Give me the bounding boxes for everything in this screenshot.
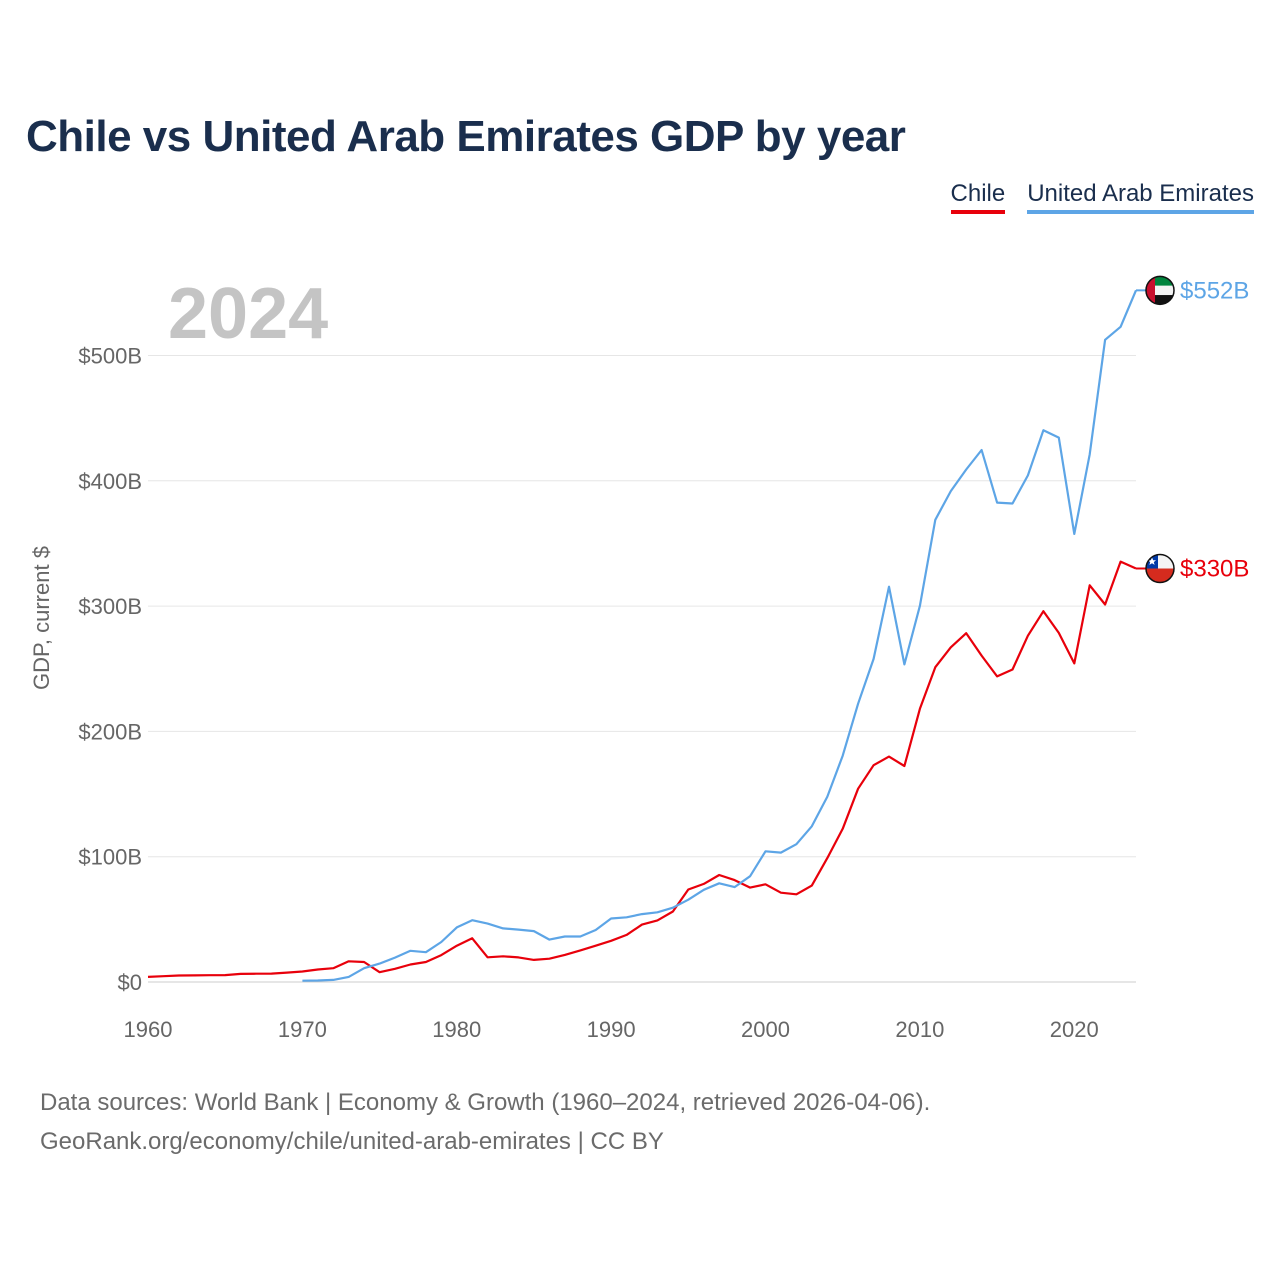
y-tick-label: $500B [78,344,142,369]
footer: Data sources: World Bank | Economy & Gro… [40,1083,930,1161]
legend: Chile United Arab Emirates [950,180,1254,214]
footer-sources: Data sources: World Bank | Economy & Gro… [40,1089,931,1116]
y-tick-label: $300B [78,594,142,619]
x-tick-label: 1970 [278,1017,327,1042]
series-line-uae [302,289,1138,982]
uae-flag [1145,275,1175,306]
axes: $0 $100B $200B $300B $400B $500B 1960 1970 1980 1… [29,344,1099,1043]
x-tick-label: 1960 [124,1017,173,1042]
x-tick-label: 2020 [1050,1017,1099,1042]
year-watermark: 2024 [168,274,328,354]
y-tick-label: $200B [78,719,142,744]
series [147,289,1138,982]
end-markers: $330B $552B [1136,275,1249,584]
legend-item-uae[interactable]: United Arab Emirates [1027,180,1254,214]
chile-flag [1145,553,1175,584]
y-tick-label: $400B [78,469,142,494]
legend-item-chile[interactable]: Chile [950,180,1006,214]
footer-link[interactable]: GeoRank.org/economy/chile/united-arab-em… [40,1128,664,1155]
grid-lines [148,355,1136,983]
x-tick-label: 2000 [741,1017,790,1042]
end-value-label-chile: $330B [1180,556,1249,583]
chart-title: Chile vs United Arab Emirates GDP by yea… [26,112,906,161]
x-tick-label: 2010 [895,1017,944,1042]
x-tick-label: 1980 [432,1017,481,1042]
y-tick-label: $0 [118,970,142,995]
series-line-chile [147,560,1137,978]
x-tick-label: 1990 [587,1017,636,1042]
y-axis-label: GDP, current $ [29,546,54,690]
end-value-label-uae: $552B [1180,277,1249,304]
y-tick-label: $100B [78,845,142,870]
